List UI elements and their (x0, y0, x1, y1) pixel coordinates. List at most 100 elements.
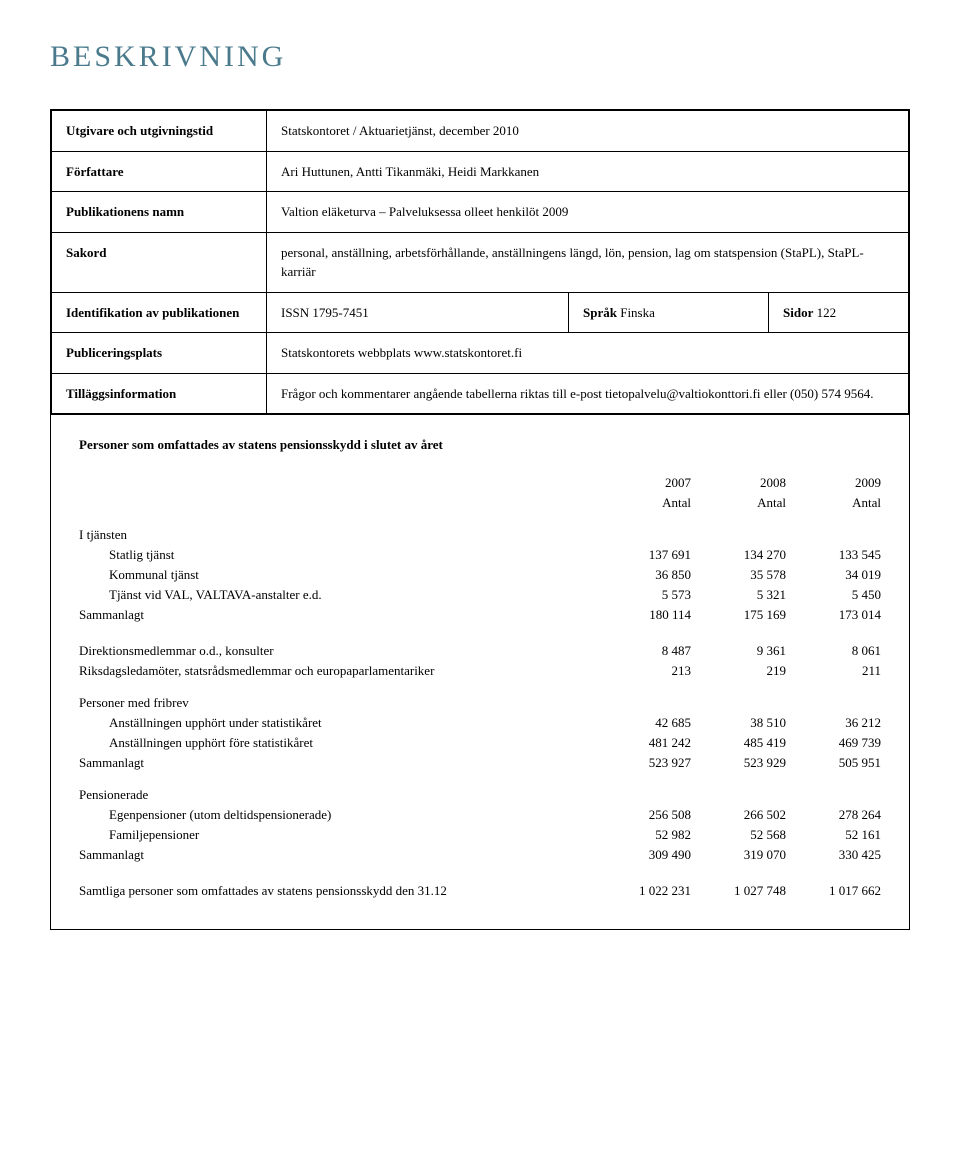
table-row: Kommunal tjänst36 85035 57834 019 (79, 565, 881, 585)
row-label: Familjepensioner (79, 825, 596, 845)
table-row: Tjänst vid VAL, VALTAVA-anstalter e.d. 5 … (79, 585, 881, 605)
cell-value: 52 982 (596, 825, 691, 845)
meta-label: Författare (52, 151, 267, 192)
cell-value: 133 545 (786, 545, 881, 565)
cell-value: 1 027 748 (691, 881, 786, 901)
header-years-row: 2007 2008 2009 (79, 473, 881, 493)
cell-value: 42 685 (596, 713, 691, 733)
cell-value: 175 169 (691, 605, 786, 625)
row-label: Anställningen upphört under statistikåre… (79, 713, 596, 733)
cell-value (691, 773, 786, 805)
col-year: 2007 (596, 473, 691, 493)
meta-row: Sakordpersonal, anställning, arbetsförhå… (52, 232, 909, 292)
cell-value: 9 361 (691, 641, 786, 661)
cell-value: 309 490 (596, 845, 691, 865)
cell-value: 278 264 (786, 805, 881, 825)
meta-row: Publikationens namnValtion eläketurva – … (52, 192, 909, 233)
meta-value: Frågor och kommentarer angående tabeller… (267, 373, 909, 414)
cell-value (691, 681, 786, 713)
col-unit: Antal (691, 493, 786, 513)
meta-ident-row: Identifikation av publikationenISSN 1795… (52, 292, 909, 333)
meta-label: Utgivare och utgivningstid (52, 111, 267, 152)
meta-value: Ari Huttunen, Antti Tikanmäki, Heidi Mar… (267, 151, 909, 192)
language-cell: Språk Finska (569, 292, 769, 333)
cell-value: 52 161 (786, 825, 881, 845)
row-label: Riksdagsledamöter, statsrådsmedlemmar oc… (79, 661, 596, 681)
cell-value: 38 510 (691, 713, 786, 733)
row-label: Personer med fribrev (79, 681, 596, 713)
cell-value: 35 578 (691, 565, 786, 585)
table-row: Statlig tjänst137 691134 270133 545 (79, 545, 881, 565)
row-label: I tjänsten (79, 513, 596, 545)
description-box: Utgivare och utgivningstidStatskontoret … (50, 109, 910, 930)
row-label: Anställningen upphört före statistikåret (79, 733, 596, 753)
cell-value: 1 017 662 (786, 881, 881, 901)
data-block: Personer som omfattades av statens pensi… (51, 414, 909, 929)
col-unit: Antal (596, 493, 691, 513)
meta-value: Valtion eläketurva – Palveluksessa ollee… (267, 192, 909, 233)
col-year: 2009 (786, 473, 881, 493)
cell-value (691, 513, 786, 545)
table-row: Riksdagsledamöter, statsrådsmedlemmar oc… (79, 661, 881, 681)
cell-value: 8 487 (596, 641, 691, 661)
row-label: Sammanlagt (79, 845, 596, 865)
cell-value: 5 450 (786, 585, 881, 605)
col-unit: Antal (786, 493, 881, 513)
cell-value: 5 321 (691, 585, 786, 605)
cell-value: 137 691 (596, 545, 691, 565)
meta-label: Tilläggsinformation (52, 373, 267, 414)
cell-value: 330 425 (786, 845, 881, 865)
meta-row: Utgivare och utgivningstidStatskontoret … (52, 111, 909, 152)
cell-value (786, 513, 881, 545)
cell-value: 52 568 (691, 825, 786, 845)
meta-row: FörfattareAri Huttunen, Antti Tikanmäki,… (52, 151, 909, 192)
row-label: Sammanlagt (79, 605, 596, 625)
data-table-title: Personer som omfattades av statens pensi… (79, 437, 881, 453)
meta-label: Publiceringsplats (52, 333, 267, 374)
row-label: Pensionerade (79, 773, 596, 805)
group-head-row: Personer med fribrev (79, 681, 881, 713)
cell-value (596, 513, 691, 545)
cell-value (596, 681, 691, 713)
cell-value: 36 212 (786, 713, 881, 733)
cell-value: 213 (596, 661, 691, 681)
meta-value: Statskontorets webbplats www.statskontor… (267, 333, 909, 374)
cell-value (786, 681, 881, 713)
col-year: 2008 (691, 473, 786, 493)
table-row: Sammanlagt309 490319 070330 425 (79, 845, 881, 865)
meta-value: Statskontoret / Aktuarietjänst, december… (267, 111, 909, 152)
row-label: Statlig tjänst (79, 545, 596, 565)
cell-value: 523 929 (691, 753, 786, 773)
row-label: Tjänst vid VAL, VALTAVA-anstalter e.d. (79, 585, 596, 605)
cell-value: 219 (691, 661, 786, 681)
cell-value: 485 419 (691, 733, 786, 753)
meta-label: Publikationens namn (52, 192, 267, 233)
table-row: Anställningen upphört före statistikåret… (79, 733, 881, 753)
cell-value: 523 927 (596, 753, 691, 773)
meta-label: Identifikation av publikationen (52, 292, 267, 333)
cell-value: 319 070 (691, 845, 786, 865)
cell-value: 481 242 (596, 733, 691, 753)
cell-value: 505 951 (786, 753, 881, 773)
pension-data-table: 2007 2008 2009 Antal Antal Antal I tjäns… (79, 473, 881, 901)
cell-value: 266 502 (691, 805, 786, 825)
table-row: Familjepensioner52 98252 56852 161 (79, 825, 881, 845)
group-head-row: Pensionerade (79, 773, 881, 805)
metadata-table: Utgivare och utgivningstidStatskontoret … (51, 110, 909, 414)
header-units-row: Antal Antal Antal (79, 493, 881, 513)
cell-value: 36 850 (596, 565, 691, 585)
cell-value: 256 508 (596, 805, 691, 825)
row-label: Samtliga personer som omfattades av stat… (79, 881, 596, 901)
row-label: Egenpensioner (utom deltidspensionerade) (79, 805, 596, 825)
table-row: Anställningen upphört under statistikåre… (79, 713, 881, 733)
row-label: Kommunal tjänst (79, 565, 596, 585)
cell-value (786, 773, 881, 805)
table-row: Samtliga personer som omfattades av stat… (79, 881, 881, 901)
pages-cell: Sidor 122 (769, 292, 909, 333)
cell-value: 134 270 (691, 545, 786, 565)
table-row: Sammanlagt523 927523 929505 951 (79, 753, 881, 773)
table-row: Direktionsmedlemmar o.d., konsulter8 487… (79, 641, 881, 661)
table-row: Egenpensioner (utom deltidspensionerade)… (79, 805, 881, 825)
cell-value: 173 014 (786, 605, 881, 625)
cell-value (596, 773, 691, 805)
